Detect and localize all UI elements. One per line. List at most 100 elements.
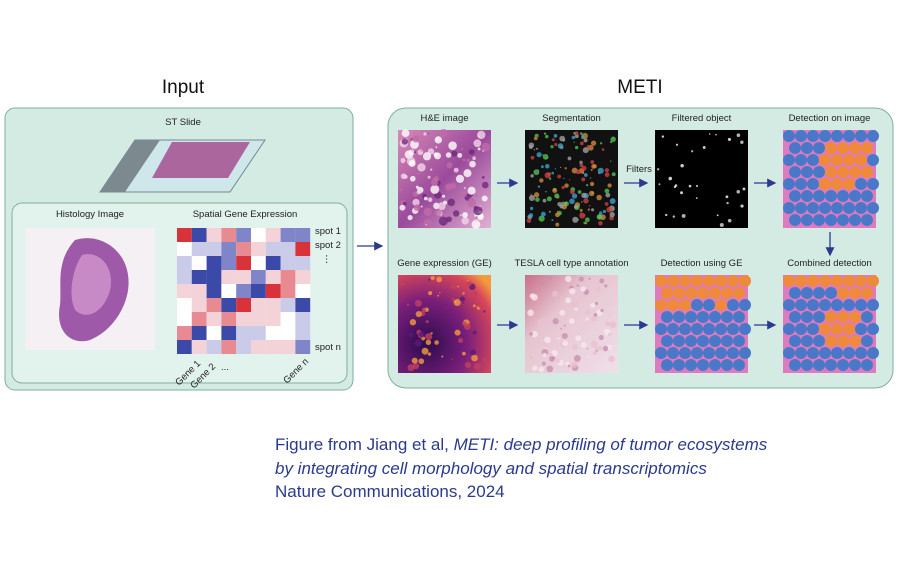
cell bbox=[715, 347, 727, 359]
cell bbox=[703, 323, 715, 335]
cell bbox=[789, 287, 801, 299]
speck bbox=[478, 304, 482, 308]
cell bbox=[709, 359, 721, 371]
cell bbox=[819, 154, 831, 166]
speck bbox=[665, 213, 668, 217]
cell bbox=[801, 359, 813, 371]
cell bbox=[813, 359, 825, 371]
panel-label: Combined detection bbox=[787, 258, 872, 269]
speck bbox=[561, 332, 568, 340]
cell bbox=[739, 275, 751, 287]
speck bbox=[597, 345, 603, 351]
speck bbox=[473, 362, 481, 370]
speck bbox=[567, 364, 571, 368]
speck bbox=[725, 195, 729, 199]
cell bbox=[825, 335, 837, 347]
speck bbox=[590, 208, 595, 212]
speck bbox=[412, 362, 420, 370]
speck bbox=[462, 302, 465, 304]
speck bbox=[708, 133, 711, 135]
speck bbox=[539, 178, 544, 183]
speck bbox=[568, 179, 571, 181]
speck bbox=[467, 198, 477, 208]
cell bbox=[679, 275, 691, 287]
speck bbox=[598, 221, 603, 226]
cell bbox=[709, 311, 721, 323]
speck bbox=[578, 276, 584, 282]
speck bbox=[567, 184, 570, 186]
speck bbox=[445, 152, 452, 158]
speck bbox=[564, 183, 569, 188]
meti-panel bbox=[387, 107, 894, 389]
speck bbox=[451, 298, 455, 301]
speck bbox=[420, 150, 422, 152]
speck bbox=[430, 178, 439, 187]
cell bbox=[733, 335, 745, 347]
slide-label: ST Slide bbox=[165, 117, 201, 128]
cell bbox=[795, 299, 807, 311]
speck bbox=[529, 293, 536, 299]
cell bbox=[837, 166, 849, 178]
spot-label: ⋮ bbox=[322, 254, 332, 265]
speck bbox=[554, 142, 558, 147]
speck bbox=[423, 219, 433, 229]
speck bbox=[598, 211, 603, 215]
heat-cell bbox=[265, 340, 281, 354]
speck bbox=[538, 366, 545, 373]
speck bbox=[552, 187, 558, 193]
heat-cell bbox=[191, 326, 207, 340]
speck bbox=[475, 194, 478, 198]
speck bbox=[575, 335, 582, 342]
cell bbox=[703, 299, 715, 311]
heat-cell bbox=[295, 326, 311, 340]
speck bbox=[565, 275, 572, 283]
speck bbox=[550, 145, 554, 149]
cell bbox=[831, 299, 843, 311]
speck bbox=[434, 340, 439, 345]
heat-cell bbox=[265, 284, 281, 298]
speck bbox=[422, 152, 432, 161]
heat-cell bbox=[221, 270, 237, 284]
cell bbox=[703, 275, 715, 287]
cell bbox=[673, 287, 685, 299]
speck bbox=[736, 133, 741, 138]
speck bbox=[580, 286, 587, 292]
speck bbox=[399, 204, 406, 211]
speck bbox=[481, 176, 485, 179]
cell bbox=[819, 275, 831, 287]
cell bbox=[819, 347, 831, 359]
speck bbox=[554, 168, 557, 170]
speck bbox=[453, 299, 461, 307]
speck bbox=[553, 134, 558, 138]
speck bbox=[541, 282, 545, 287]
speck bbox=[580, 341, 587, 348]
cell bbox=[739, 299, 751, 311]
cell bbox=[861, 214, 873, 226]
cell bbox=[789, 166, 801, 178]
cell bbox=[867, 178, 879, 190]
cell bbox=[849, 335, 861, 347]
cell bbox=[789, 142, 801, 154]
speck bbox=[604, 284, 608, 288]
heat-cell bbox=[191, 270, 207, 284]
speck bbox=[529, 332, 533, 336]
speck bbox=[453, 167, 459, 173]
heat-cell bbox=[191, 228, 207, 242]
speck bbox=[404, 150, 414, 159]
speck bbox=[658, 183, 661, 186]
heat-cell bbox=[295, 312, 311, 326]
cell bbox=[843, 275, 855, 287]
heat-cell bbox=[265, 228, 281, 242]
speck bbox=[416, 189, 422, 195]
speck bbox=[605, 321, 611, 327]
cell bbox=[849, 311, 861, 323]
cell bbox=[807, 347, 819, 359]
speck bbox=[460, 148, 463, 151]
speck bbox=[439, 292, 441, 294]
cell bbox=[721, 287, 733, 299]
speck bbox=[473, 139, 482, 148]
speck bbox=[457, 152, 463, 158]
speck bbox=[530, 155, 535, 160]
cell bbox=[801, 166, 813, 178]
heat-cell bbox=[280, 298, 296, 312]
